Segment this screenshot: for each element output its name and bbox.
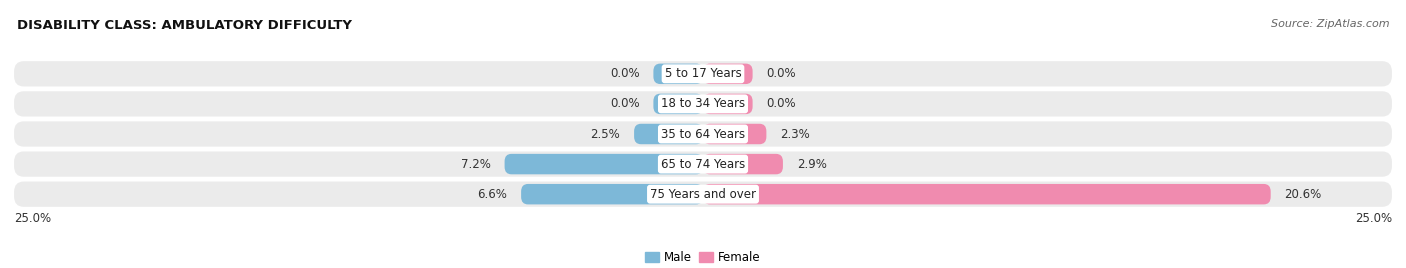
Text: 6.6%: 6.6% [478,188,508,201]
Text: 0.0%: 0.0% [610,67,640,80]
FancyBboxPatch shape [14,61,1392,87]
Text: 20.6%: 20.6% [1285,188,1322,201]
Text: 2.9%: 2.9% [797,158,827,171]
FancyBboxPatch shape [505,154,703,174]
FancyBboxPatch shape [634,124,703,144]
FancyBboxPatch shape [703,94,752,114]
Legend: Male, Female: Male, Female [641,246,765,268]
Text: 0.0%: 0.0% [610,97,640,110]
FancyBboxPatch shape [14,151,1392,177]
FancyBboxPatch shape [654,64,703,84]
Text: 65 to 74 Years: 65 to 74 Years [661,158,745,171]
Text: 2.3%: 2.3% [780,128,810,140]
FancyBboxPatch shape [14,121,1392,147]
Text: 25.0%: 25.0% [1355,212,1392,225]
FancyBboxPatch shape [703,184,1271,204]
Text: 2.5%: 2.5% [591,128,620,140]
Text: 7.2%: 7.2% [461,158,491,171]
FancyBboxPatch shape [703,154,783,174]
Text: 35 to 64 Years: 35 to 64 Years [661,128,745,140]
FancyBboxPatch shape [522,184,703,204]
FancyBboxPatch shape [14,181,1392,207]
Text: 25.0%: 25.0% [14,212,51,225]
FancyBboxPatch shape [703,124,766,144]
Text: 0.0%: 0.0% [766,67,796,80]
Text: DISABILITY CLASS: AMBULATORY DIFFICULTY: DISABILITY CLASS: AMBULATORY DIFFICULTY [17,19,352,32]
FancyBboxPatch shape [654,94,703,114]
Text: 75 Years and over: 75 Years and over [650,188,756,201]
Text: 0.0%: 0.0% [766,97,796,110]
Text: 5 to 17 Years: 5 to 17 Years [665,67,741,80]
Text: Source: ZipAtlas.com: Source: ZipAtlas.com [1271,19,1389,29]
FancyBboxPatch shape [703,64,752,84]
Text: 18 to 34 Years: 18 to 34 Years [661,97,745,110]
FancyBboxPatch shape [14,91,1392,117]
